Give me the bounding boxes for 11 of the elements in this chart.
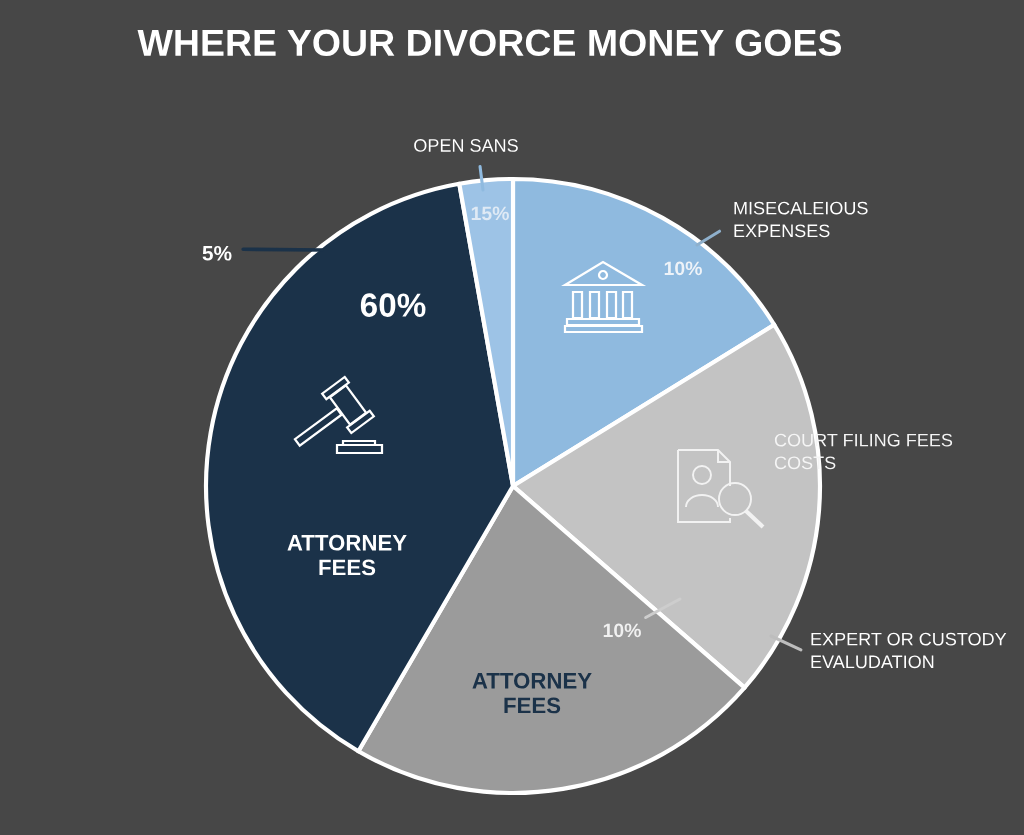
- text: 10%: [603, 623, 641, 638]
- slice-label: ATTORNEY FEES: [472, 672, 592, 714]
- slice-label: ATTORNEY FEES: [287, 534, 407, 576]
- text: EXPERT OR CUSTODY EVALUDATION: [811, 632, 1007, 669]
- slice-label: MISECALEIOUS EXPENSES: [734, 201, 868, 238]
- text: 10%: [664, 261, 702, 276]
- slice-label: OPEN SANS: [414, 139, 518, 152]
- chart-title: WHERE YOUR DIVORCE MONEY GOES: [137, 29, 842, 57]
- text: 15%: [471, 206, 509, 221]
- text: 60%: [360, 293, 426, 317]
- text: 5%: [202, 245, 232, 261]
